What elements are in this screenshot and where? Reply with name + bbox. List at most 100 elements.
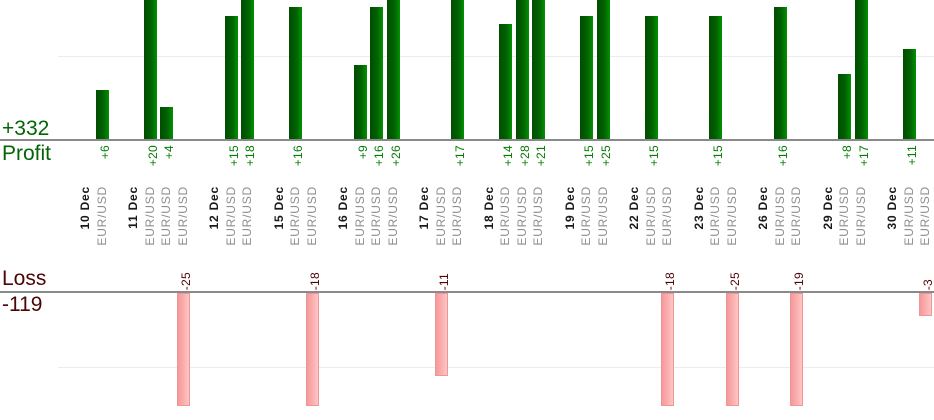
symbol-label: EUR/USD: [94, 186, 109, 246]
profit-bar: [854, 0, 868, 140]
profit-bar: [838, 73, 851, 140]
date-label-wrap: 12 Dec: [206, 186, 223, 230]
profit-value-label: +6: [97, 145, 112, 160]
date-label: 30 Dec: [885, 186, 899, 230]
profit-total-value: +332: [2, 117, 50, 140]
date-label-wrap: 26 Dec: [755, 186, 772, 230]
symbol-label: EUR/USD: [450, 186, 464, 246]
symbol-label-wrap: EUR/USD: [772, 186, 789, 246]
profit-value-label: +16: [372, 145, 386, 167]
profit-value-label-wrap: +20: [145, 145, 162, 166]
date-label-wrap: 17 Dec: [416, 186, 433, 230]
profit-value-label-wrap: +17: [452, 145, 469, 166]
date-label-wrap: 16 Dec: [335, 186, 352, 230]
loss-value-label: -25: [727, 271, 742, 290]
profit-value-label: +8: [840, 145, 854, 160]
symbol-label-wrap: EUR/USD: [643, 186, 660, 246]
symbol-label: EUR/USD: [240, 186, 254, 246]
symbol-label-wrap: EUR/USD: [158, 186, 175, 246]
profit-value-label: +15: [711, 145, 725, 167]
symbol-label: EUR/USD: [901, 186, 916, 246]
symbol-label: EUR/USD: [918, 186, 932, 246]
date-label: 19 Dec: [562, 186, 577, 230]
loss-value-label-wrap: -18: [307, 272, 324, 290]
symbol-label-wrap: EUR/USD: [836, 186, 853, 246]
loss-bar: [434, 293, 448, 376]
loss-plot-area: [0, 293, 934, 407]
symbol-label-wrap: EUR/USD: [223, 186, 240, 246]
symbol-label: EUR/USD: [660, 186, 674, 246]
profit-value-label-wrap: +15: [646, 145, 663, 166]
symbol-label: EUR/USD: [853, 186, 868, 246]
profit-value-label: +15: [646, 145, 661, 167]
symbol-label-wrap: EUR/USD: [514, 186, 531, 246]
date-label: 12 Dec: [207, 186, 221, 230]
date-label-wrap: 18 Dec: [481, 186, 498, 230]
symbol-label: EUR/USD: [772, 186, 787, 246]
symbol-label-wrap: EUR/USD: [304, 186, 321, 246]
symbol-label: EUR/USD: [142, 186, 157, 246]
profit-value-label: +15: [226, 145, 241, 167]
profit-axis-label: Profit: [2, 142, 52, 165]
date-label-wrap: 10 Dec: [77, 186, 94, 230]
loss-value-label-wrap: -11: [436, 273, 453, 290]
profit-value-label: +26: [388, 145, 403, 167]
symbol-label-wrap: EUR/USD: [659, 186, 676, 246]
loss-value-label: -18: [663, 271, 677, 290]
loss-bar: [176, 293, 190, 406]
symbol-label-wrap: EUR/USD: [287, 186, 304, 246]
profit-value-label-wrap: +8: [839, 145, 856, 159]
symbol-label-wrap: EUR/USD: [917, 186, 934, 246]
profit-bar: [596, 0, 610, 140]
profit-value-label-wrap: +14: [500, 145, 517, 166]
symbol-label: EUR/USD: [352, 186, 367, 246]
loss-value-label: -18: [307, 271, 322, 290]
date-label: 26 Dec: [756, 186, 770, 230]
loss-total-value: -119: [2, 293, 43, 316]
loss-bar: [919, 293, 932, 316]
profit-value-label: +21: [534, 145, 548, 167]
symbol-label: EUR/USD: [304, 186, 319, 246]
symbol-label: EUR/USD: [708, 186, 722, 246]
date-label: 16 Dec: [336, 186, 350, 230]
symbol-label-wrap: EUR/USD: [142, 186, 159, 246]
profit-value-label-wrap: +15: [710, 145, 727, 166]
symbol-label: EUR/USD: [514, 186, 529, 246]
profit-bar: [451, 0, 464, 140]
profit-value-label-wrap: +17: [856, 145, 873, 166]
profit-value-label: +28: [517, 145, 532, 167]
profit-bar: [709, 15, 722, 140]
date-label-wrap: 23 Dec: [691, 186, 708, 230]
symbol-label-wrap: EUR/USD: [901, 186, 918, 246]
date-label: 17 Dec: [417, 186, 431, 230]
profit-bar: [160, 106, 173, 140]
profit-value-label-wrap: +6: [97, 145, 114, 159]
profit-value-label-wrap: +18: [242, 145, 259, 166]
profit-value-label-wrap: +15: [581, 145, 598, 166]
symbol-label-wrap: EUR/USD: [853, 186, 870, 246]
profit-value-label: +4: [162, 145, 176, 160]
profit-bar: [499, 23, 512, 140]
symbol-label-wrap: EUR/USD: [239, 186, 256, 246]
profit-value-label-wrap: +9: [355, 145, 372, 159]
profit-bar: [580, 15, 593, 140]
date-label: 18 Dec: [481, 186, 496, 230]
profit-value-label-wrap: +11: [904, 145, 921, 165]
symbol-label: EUR/USD: [837, 186, 851, 246]
profit-bar: [353, 65, 367, 140]
profit-value-label: +14: [501, 145, 515, 167]
symbol-label: EUR/USD: [724, 186, 739, 246]
loss-value-label: -19: [792, 271, 806, 290]
symbol-label-wrap: EUR/USD: [385, 186, 402, 246]
profit-bar: [143, 0, 157, 140]
symbol-label-wrap: EUR/USD: [449, 186, 466, 246]
profit-bar: [370, 7, 383, 140]
loss-bar: [661, 293, 674, 406]
symbol-label: EUR/USD: [498, 186, 512, 246]
symbol-label-wrap: EUR/USD: [707, 186, 724, 246]
profit-value-label: +15: [582, 145, 596, 167]
symbol-label: EUR/USD: [531, 186, 545, 246]
profit-gridline: [58, 56, 934, 57]
date-label: 10 Dec: [78, 186, 92, 230]
